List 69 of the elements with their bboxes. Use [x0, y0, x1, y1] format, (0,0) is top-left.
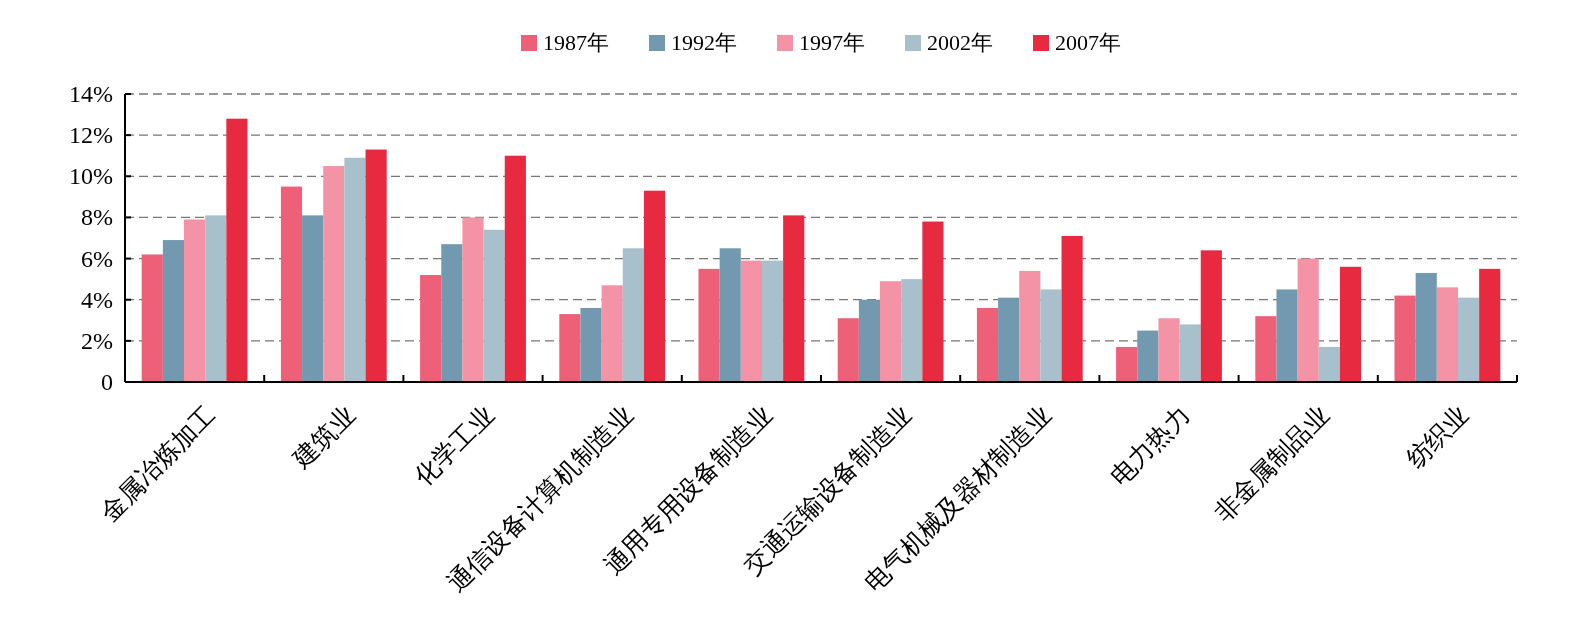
bar — [998, 297, 1020, 382]
bar — [1436, 287, 1458, 382]
x-tick-label: 金属冶炼加工 — [95, 400, 221, 527]
bar — [1061, 235, 1083, 382]
bar — [643, 190, 666, 382]
bar — [365, 149, 387, 382]
bar — [783, 215, 805, 382]
legend-label: 1992年 — [671, 30, 737, 55]
bar — [580, 307, 602, 382]
bar — [323, 166, 345, 382]
bar — [420, 275, 442, 382]
bar — [1276, 289, 1298, 382]
bar — [719, 248, 741, 382]
bar — [483, 229, 505, 382]
bar — [1318, 347, 1340, 382]
legend-label: 1997年 — [799, 30, 865, 55]
bar — [1019, 270, 1041, 382]
bar — [1297, 258, 1319, 382]
bar — [858, 299, 881, 382]
bar — [162, 240, 185, 382]
bar — [1200, 250, 1222, 382]
bar — [1255, 316, 1277, 382]
y-tick-label: 14% — [69, 81, 113, 107]
legend-label: 2002年 — [927, 30, 993, 55]
bar — [976, 307, 999, 382]
bar — [184, 219, 206, 382]
bar — [1179, 324, 1201, 382]
bar — [1040, 289, 1062, 382]
bar — [922, 221, 944, 382]
bar — [141, 254, 163, 382]
bar — [601, 285, 623, 382]
y-tick-label: 10% — [69, 163, 113, 190]
bar — [205, 215, 227, 382]
bar — [1158, 318, 1180, 382]
y-tick-label: 0 — [101, 369, 113, 395]
bar — [559, 314, 581, 382]
bar — [698, 268, 720, 382]
bar — [901, 279, 923, 382]
bar — [1479, 268, 1501, 382]
bar — [880, 281, 902, 382]
bar — [344, 157, 366, 382]
bar — [226, 118, 248, 382]
bar — [740, 260, 762, 382]
bar — [1457, 297, 1480, 382]
legend-label: 1987年 — [543, 30, 609, 55]
y-tick-label: 2% — [81, 327, 113, 354]
bar — [1116, 347, 1138, 382]
x-tick-label: 纺织业 — [1401, 400, 1474, 474]
bar — [1394, 295, 1416, 382]
bar — [1339, 266, 1362, 382]
bar — [1415, 272, 1437, 382]
bar — [504, 155, 526, 382]
y-tick-label: 12% — [69, 122, 113, 149]
bar — [837, 318, 859, 382]
bar — [622, 248, 644, 382]
bar — [280, 186, 303, 382]
bar — [1137, 330, 1159, 382]
bar — [302, 215, 324, 382]
y-tick-label: 8% — [81, 204, 113, 231]
y-tick-label: 4% — [81, 286, 113, 313]
bar — [761, 260, 784, 382]
x-tick-label: 非金属制品业 — [1209, 400, 1335, 527]
bar — [462, 217, 484, 382]
x-tick-label: 电力热力 — [1105, 400, 1195, 491]
legend-label: 2007年 — [1055, 30, 1121, 55]
bar — [441, 244, 463, 382]
x-tick-label: 建筑业 — [286, 400, 360, 474]
y-tick-label: 6% — [81, 245, 113, 272]
x-tick-label: 化学工业 — [409, 400, 499, 491]
